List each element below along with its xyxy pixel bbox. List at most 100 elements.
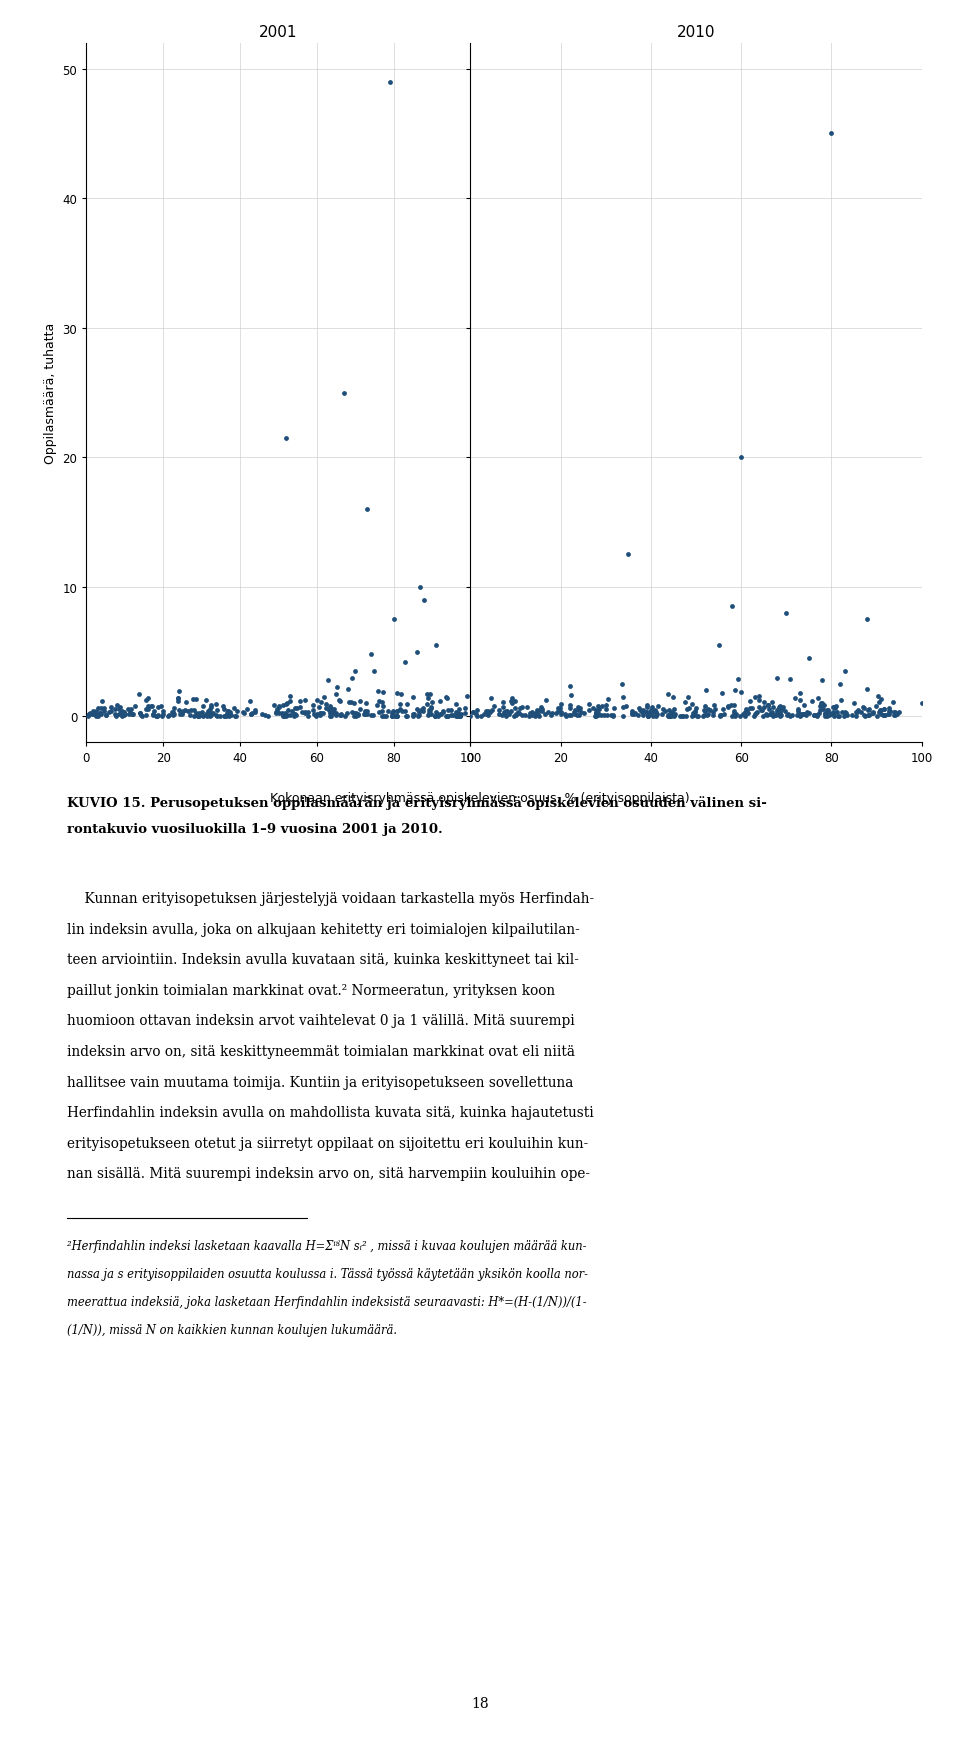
Point xyxy=(332,703,348,731)
Point xyxy=(283,701,299,729)
Point xyxy=(161,701,177,729)
Point xyxy=(590,699,606,727)
Point xyxy=(766,701,781,729)
Point xyxy=(632,694,647,722)
Point xyxy=(430,703,445,731)
Point xyxy=(481,701,496,729)
Point xyxy=(739,699,755,727)
Point xyxy=(712,703,728,731)
Point xyxy=(534,697,549,725)
Point xyxy=(269,697,284,725)
Point xyxy=(312,699,327,727)
Point xyxy=(833,687,849,715)
Point xyxy=(93,701,108,729)
Point xyxy=(204,690,219,718)
Point xyxy=(170,689,185,717)
Point xyxy=(738,696,754,724)
Point xyxy=(839,701,854,729)
Point xyxy=(440,697,455,725)
Point xyxy=(745,694,760,722)
Point xyxy=(344,689,359,717)
Point xyxy=(223,703,238,731)
Point xyxy=(90,703,106,731)
Point xyxy=(313,701,328,729)
Point xyxy=(166,694,181,722)
Point xyxy=(882,697,898,725)
Point xyxy=(220,697,235,725)
Text: erityisopetukseen otetut ja siirretyt oppilaat on sijoitettu eri kouluihin kun-: erityisopetukseen otetut ja siirretyt op… xyxy=(67,1136,588,1150)
Point xyxy=(483,699,498,727)
Point xyxy=(582,697,597,725)
Point xyxy=(180,697,196,725)
Point xyxy=(590,696,606,724)
Point xyxy=(116,701,132,729)
Point xyxy=(113,699,129,727)
Point xyxy=(333,701,348,729)
Point xyxy=(223,699,238,727)
Point xyxy=(770,701,785,729)
Point xyxy=(649,699,664,727)
Point xyxy=(194,699,209,727)
Point xyxy=(125,701,140,729)
Point xyxy=(274,699,289,727)
Point xyxy=(855,694,871,722)
Point xyxy=(166,703,181,731)
Point xyxy=(829,699,845,727)
Point xyxy=(185,685,201,713)
Point xyxy=(218,703,233,731)
Point xyxy=(887,703,902,731)
Point xyxy=(826,699,841,727)
Point xyxy=(880,701,896,729)
Point xyxy=(588,699,604,727)
Point xyxy=(125,701,140,729)
Point xyxy=(533,694,548,722)
Point xyxy=(324,703,339,731)
Point xyxy=(450,699,466,727)
Point xyxy=(550,694,565,722)
Point xyxy=(716,701,732,729)
Point xyxy=(850,699,865,727)
Point xyxy=(439,683,454,711)
Point xyxy=(427,703,443,731)
Point xyxy=(118,701,133,729)
Point xyxy=(779,701,794,729)
Point xyxy=(243,701,258,729)
Point xyxy=(132,701,148,729)
Point xyxy=(778,697,793,725)
Point xyxy=(178,697,193,725)
Point xyxy=(239,696,254,724)
Point xyxy=(656,696,671,724)
Point xyxy=(771,697,786,725)
Point xyxy=(504,685,519,713)
Point xyxy=(85,697,101,725)
Point xyxy=(452,703,468,731)
Point xyxy=(564,682,579,710)
Point xyxy=(151,701,166,729)
Point xyxy=(88,697,104,725)
Point xyxy=(289,694,304,722)
Point xyxy=(348,699,364,727)
Point xyxy=(815,696,830,724)
Point xyxy=(485,696,500,724)
Point xyxy=(552,694,567,722)
Point xyxy=(182,701,198,729)
Point xyxy=(639,699,655,727)
Point xyxy=(667,701,683,729)
Point xyxy=(564,701,579,729)
Point xyxy=(321,666,336,694)
Point xyxy=(188,685,204,713)
Point xyxy=(772,703,787,731)
Point xyxy=(114,701,130,729)
Point xyxy=(104,697,119,725)
Point xyxy=(642,701,658,729)
Point xyxy=(458,694,473,722)
Point xyxy=(765,694,780,722)
Point xyxy=(253,701,269,729)
Point xyxy=(684,703,700,731)
Point xyxy=(331,687,347,715)
Point xyxy=(496,701,512,729)
Point xyxy=(360,697,375,725)
Point xyxy=(614,703,630,731)
Point xyxy=(156,697,171,725)
Point xyxy=(433,701,448,729)
